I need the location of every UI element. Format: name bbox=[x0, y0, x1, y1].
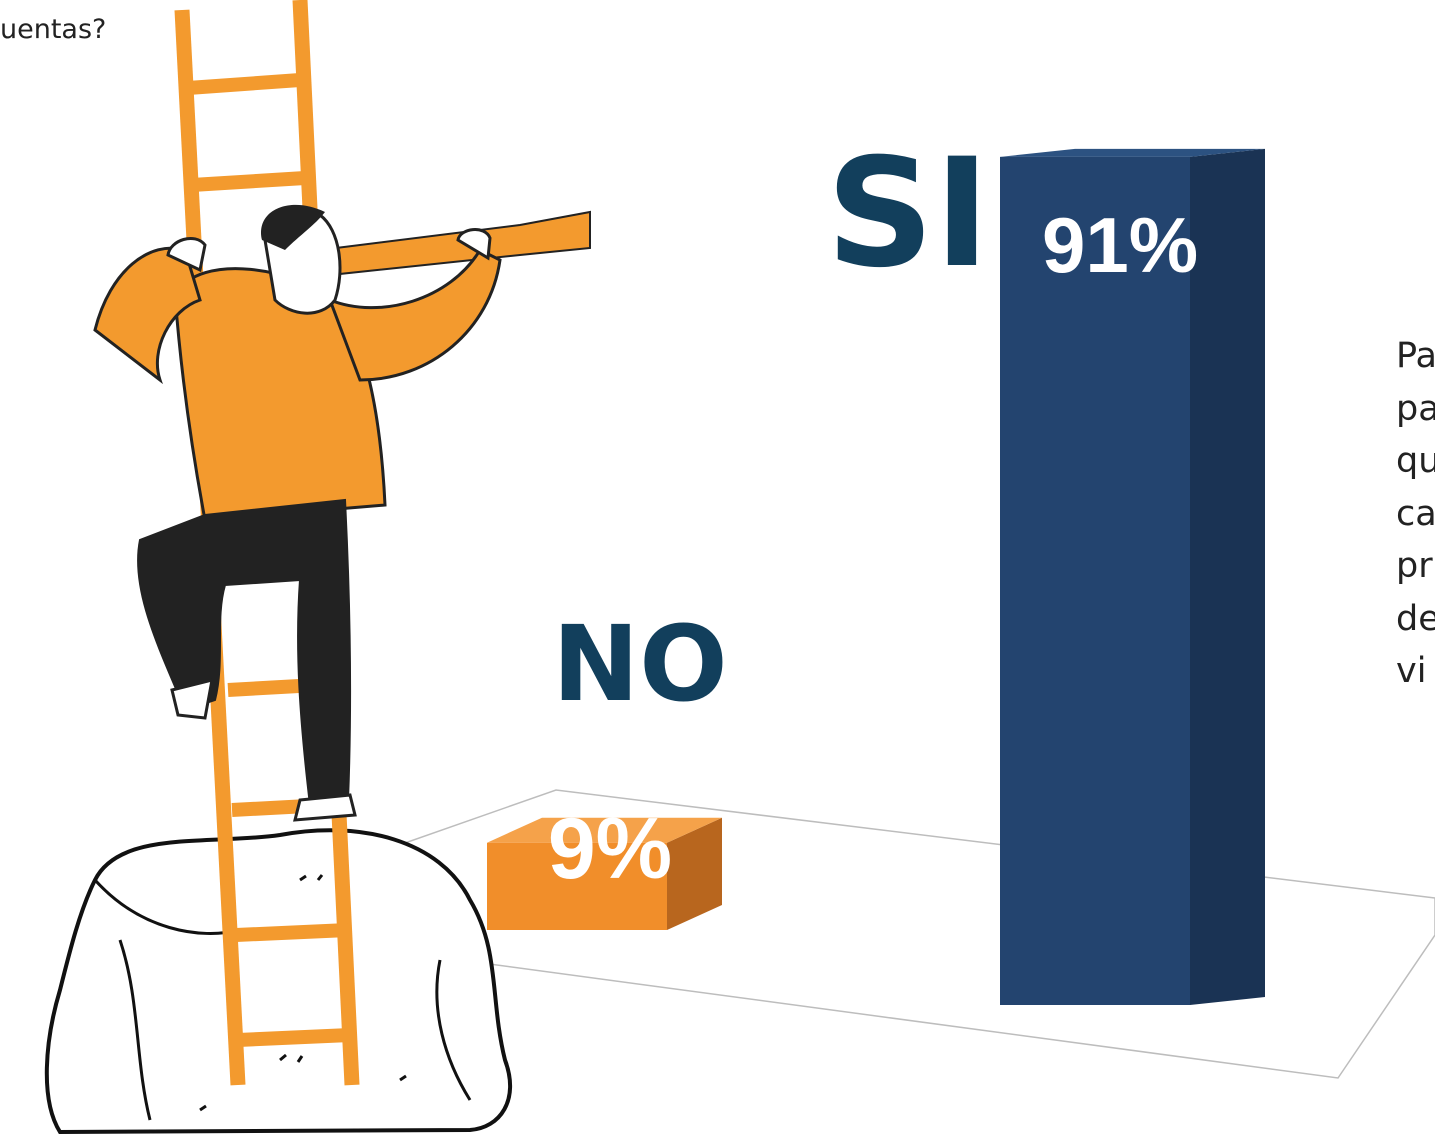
value-label-no: 9% bbox=[548, 801, 672, 897]
side-paragraph: Pa pa qu ca pr de vi bbox=[1396, 330, 1435, 698]
bars-group: 9% 91% bbox=[487, 148, 1265, 1005]
person-climbing-icon bbox=[93, 204, 591, 822]
category-label-no: NO bbox=[552, 603, 727, 725]
bar-no-side bbox=[667, 817, 722, 930]
bar-no: 9% bbox=[487, 801, 722, 930]
side-line-7: vi bbox=[1396, 651, 1427, 691]
rock-icon bbox=[44, 828, 512, 1135]
side-line-1: Pa bbox=[1396, 336, 1435, 376]
side-line-6: de bbox=[1396, 598, 1435, 639]
bar-si-top bbox=[1000, 148, 1265, 157]
side-line-3: qu bbox=[1396, 441, 1435, 481]
bar-no-top bbox=[487, 817, 722, 843]
telescope-icon bbox=[318, 210, 591, 277]
side-line-2: pa bbox=[1396, 388, 1435, 429]
side-line-5: pr bbox=[1396, 546, 1433, 586]
bar-si: 91% bbox=[1000, 148, 1265, 1005]
question-text: uentas? bbox=[0, 14, 107, 45]
bar-si-front bbox=[1000, 156, 1190, 1005]
category-label-si: SI bbox=[826, 127, 990, 301]
side-line-4: ca bbox=[1396, 493, 1435, 534]
bar-no-front bbox=[487, 842, 667, 930]
value-label-si: 91% bbox=[1042, 201, 1198, 289]
bar-si-side bbox=[1190, 148, 1265, 1005]
